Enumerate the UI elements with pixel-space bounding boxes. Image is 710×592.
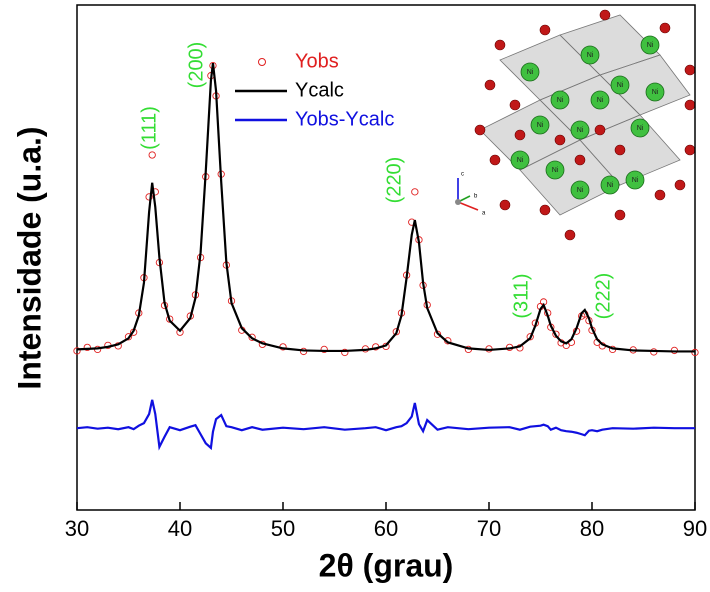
ni-atom <box>645 82 665 102</box>
x-tick-label: 90 <box>683 516 707 541</box>
data-point <box>341 348 349 357</box>
ni-atom-label: Ni <box>517 157 524 164</box>
ni-atom-label: Ni <box>577 127 584 134</box>
peak-annotation: (220) <box>383 157 405 204</box>
x-tick-label: 40 <box>168 516 192 541</box>
oxygen-atom <box>539 24 551 36</box>
ni-atom <box>510 150 530 170</box>
data-point <box>411 188 419 196</box>
oxygen-atom <box>514 129 526 141</box>
ni-atom <box>570 180 590 200</box>
data-point <box>148 151 156 159</box>
oxygen-atom <box>594 124 606 136</box>
data-point <box>124 333 133 341</box>
oxygen-atom <box>474 124 486 136</box>
peak-annotation: (111) <box>138 106 160 150</box>
oxygen-atom <box>564 229 576 241</box>
ni-atom-label: Ni <box>607 182 614 189</box>
ni-atom <box>590 90 610 110</box>
ni-atom-label: Ni <box>552 167 559 174</box>
oxygen-atom <box>574 154 586 166</box>
ni-atom <box>625 170 645 190</box>
ni-atom-label: Ni <box>632 177 639 184</box>
x-tick-label: 30 <box>65 516 89 541</box>
oxygen-atom <box>684 64 696 76</box>
oxygen-atom <box>659 22 671 34</box>
inset-axis-label: b <box>474 194 478 200</box>
ni-atom-label: Ni <box>587 52 594 59</box>
ni-atom <box>520 62 540 82</box>
inset-axis-label: a <box>482 211 486 217</box>
oxygen-atom <box>499 199 511 211</box>
ni-atom <box>580 45 600 65</box>
ni-atom-label: Ni <box>647 42 654 49</box>
data-point <box>552 330 560 338</box>
legend-label: Yobs-Ycalc <box>295 108 394 130</box>
ni-atom <box>545 160 565 180</box>
x-tick-label: 60 <box>374 516 398 541</box>
oxygen-atom <box>684 144 696 156</box>
ni-atom-label: Ni <box>537 122 544 129</box>
crystal-inset: Ni Ni Ni Ni Ni Ni Ni Ni Ni Ni Ni Ni Ni Ni Ni c b a <box>455 9 696 241</box>
data-point <box>166 315 174 323</box>
oxygen-atom <box>614 209 626 221</box>
ni-atom <box>610 75 630 95</box>
data-point <box>83 343 91 352</box>
x-tick-label: 70 <box>477 516 501 541</box>
oxygen-atom <box>614 144 626 156</box>
x-tick-label: 50 <box>271 516 295 541</box>
y-axis-title: Intensidade (u.a.) <box>11 126 47 389</box>
ni-atom <box>600 175 620 195</box>
data-point <box>73 347 81 355</box>
oxygen-atom <box>539 204 551 216</box>
legend-marker <box>258 58 266 66</box>
ni-atom-label: Ni <box>557 97 564 104</box>
ni-atom-label: Ni <box>637 125 644 132</box>
oxygen-atom <box>509 99 521 111</box>
ni-atom <box>550 90 570 110</box>
x-axis-title: 2θ (grau) <box>319 547 454 583</box>
ni-atom-label: Ni <box>527 69 534 76</box>
ni-atom <box>530 115 550 135</box>
oxygen-atom <box>654 189 666 201</box>
x-tick-label: 80 <box>580 516 604 541</box>
legend-label: Yobs <box>295 50 339 72</box>
series-line <box>76 62 695 353</box>
data-point <box>145 193 153 201</box>
oxygen-atom <box>599 9 611 21</box>
data-point <box>320 345 328 354</box>
oxygen-atom <box>489 154 501 166</box>
oxygen-atom <box>684 99 696 111</box>
oxygen-atom <box>554 134 566 146</box>
series-line <box>76 399 695 451</box>
ni-atom-label: Ni <box>652 89 659 96</box>
ni-atom-label: Ni <box>617 82 624 89</box>
oxygen-atom <box>484 79 496 91</box>
ni-atom <box>630 118 650 138</box>
ni-atom <box>570 120 590 140</box>
data-point <box>248 333 256 341</box>
inset-axis-label: c <box>461 172 464 178</box>
oxygen-atom <box>674 179 686 191</box>
ni-atom-label: Ni <box>597 97 604 104</box>
ni-atom <box>640 35 660 55</box>
peak-annotation: (311) <box>510 273 532 318</box>
ni-atom-label: Ni <box>577 187 584 194</box>
oxygen-atom <box>494 39 506 51</box>
peak-annotation: (222) <box>592 273 614 320</box>
data-point <box>526 333 534 341</box>
legend-label: Ycalc <box>295 79 344 101</box>
peak-annotation: (200) <box>185 42 207 89</box>
